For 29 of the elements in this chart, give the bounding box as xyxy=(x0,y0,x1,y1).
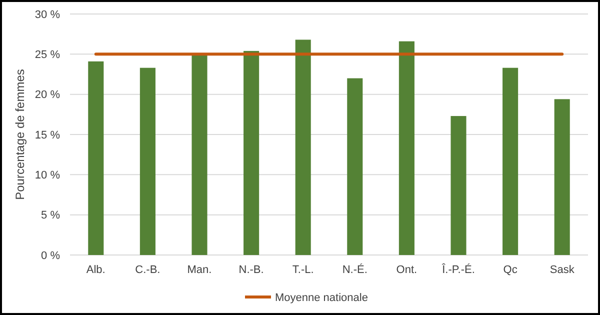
bar xyxy=(88,61,104,255)
bar xyxy=(140,68,156,255)
y-axis-title: Pourcentage de femmes xyxy=(13,69,27,200)
bar xyxy=(450,116,466,255)
x-tick-label: N.-B. xyxy=(238,264,264,276)
x-tick-label: C.-B. xyxy=(135,264,160,276)
x-tick-label: Qc xyxy=(503,264,518,276)
x-tick-label: Î.-P.-É. xyxy=(441,263,475,276)
y-tick-label: 15 % xyxy=(34,129,60,142)
bar xyxy=(554,99,570,255)
bar xyxy=(502,68,518,255)
x-tick-label: N.-É. xyxy=(342,263,368,276)
x-tick-label: Man. xyxy=(187,264,212,276)
y-tick-label: 5 % xyxy=(41,210,60,222)
y-tick-label: 10 % xyxy=(34,170,60,182)
y-tick-label: 20 % xyxy=(34,89,60,102)
bar xyxy=(295,40,311,255)
y-tick-label: 30 % xyxy=(34,8,60,21)
x-tick-label: Ont. xyxy=(396,264,418,276)
x-tick-label: T.-L. xyxy=(292,264,314,276)
legend-label: Moyenne nationale xyxy=(275,292,368,304)
bar xyxy=(347,78,363,255)
x-tick-label: Alb. xyxy=(86,264,106,276)
bar xyxy=(398,41,414,255)
bar xyxy=(244,50,260,255)
y-tick-label: 0 % xyxy=(41,250,60,262)
x-tick-label: Sask xyxy=(550,264,575,276)
bar xyxy=(192,54,208,255)
y-tick-label: 25 % xyxy=(34,49,60,62)
